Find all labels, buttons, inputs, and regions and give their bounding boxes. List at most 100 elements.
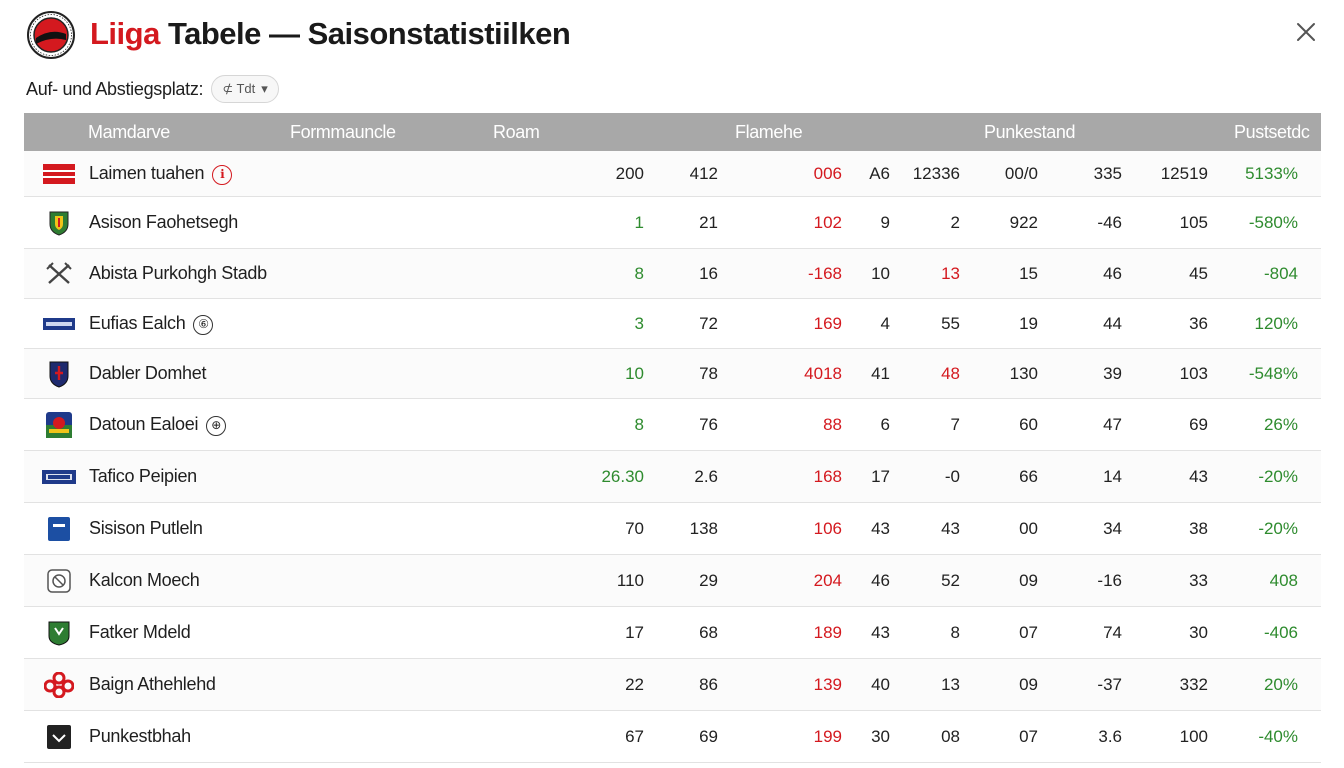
table-row[interactable]: Baign Athehlehd 22 86 139 40 13 09 -37 332 20%	[24, 659, 1321, 711]
team-name[interactable]: Abista Purkohgh Stadb	[89, 263, 267, 284]
team-name[interactable]: Eufias Ealch ⑥	[89, 313, 214, 335]
stat-cell: 26%	[1263, 415, 1298, 434]
team-name[interactable]: Kalcon Moech	[89, 570, 200, 591]
stat-cell: 13	[941, 675, 960, 694]
stat-cell: 5133%	[1245, 164, 1298, 183]
team-mark-icon: ⊕	[206, 416, 227, 436]
table-row[interactable]: Abista Purkohgh Stadb 8 16 -168 10 13 15 46 45 -8…	[24, 249, 1321, 299]
table-row[interactable]: Fatker Mdeld 17 68 189 43 8 07 74 30 -406	[24, 607, 1321, 659]
standings-table: Mamdarve Formmauncle Roam Flamehe Punkes…	[24, 113, 1321, 763]
filter-chip-text: ⊄ Tdt	[222, 81, 256, 96]
stat-cell: 1	[634, 213, 644, 232]
stat-cell: 45	[1189, 264, 1208, 283]
stat-cell: 09	[1019, 571, 1038, 590]
team-name-text: Eufias Ealch	[89, 313, 186, 333]
stat-cell: 46	[1103, 264, 1122, 283]
table-header: Mamdarve Formmauncle Roam Flamehe Punkes…	[24, 113, 1321, 151]
stat-cell: 34	[1103, 519, 1122, 538]
team-name[interactable]: Asison Faohetsegh	[89, 212, 238, 233]
stat-cell: 110	[616, 571, 644, 590]
stat-cell: 204	[813, 571, 842, 590]
column-header[interactable]: Formmauncle	[290, 122, 396, 142]
table-row[interactable]: Kalcon Moech 110 29 204 46 52 09 -16 33 408	[24, 555, 1321, 607]
stat-cell: 43	[941, 519, 960, 538]
column-header[interactable]: Roam	[493, 122, 540, 142]
close-icon[interactable]	[1292, 18, 1320, 46]
stat-cell: -16	[1097, 571, 1122, 590]
stat-cell: 189	[813, 623, 842, 642]
column-header[interactable]: Mamdarve	[88, 122, 170, 142]
stat-cell: 39	[1103, 364, 1122, 383]
filter-dropdown[interactable]: ⊄ Tdt ▾	[211, 75, 279, 103]
stat-cell: 88	[823, 415, 842, 434]
filter-label: Auf- und Abstiegsplatz:	[26, 78, 204, 99]
stat-cell: 26.30	[601, 467, 644, 486]
blue-square-icon	[42, 516, 76, 542]
stat-cell: 2	[950, 213, 960, 232]
stat-cell: 00	[1019, 519, 1038, 538]
team-name[interactable]: Sisison Putleln	[89, 518, 203, 539]
stat-cell: 2.6	[694, 467, 718, 486]
stat-cell: 17	[871, 467, 890, 486]
stat-cell: -580%	[1248, 213, 1298, 232]
team-name-text: Asison Faohetsegh	[89, 212, 238, 232]
stat-cell: 006	[813, 164, 842, 183]
navy-shield-icon	[42, 361, 76, 388]
team-name[interactable]: Baign Athehlehd	[89, 674, 216, 695]
column-header[interactable]: Pustsetdc	[1234, 122, 1310, 142]
stat-cell: -40%	[1258, 727, 1298, 746]
team-name[interactable]: Laimen tuahen ℹ	[89, 163, 233, 185]
stat-cell: 09	[1019, 675, 1038, 694]
team-name[interactable]: Dabler Domhet	[89, 363, 206, 384]
stat-cell: 4018	[804, 364, 842, 383]
stat-cell: 55	[941, 314, 960, 333]
stat-cell: 8	[950, 623, 960, 642]
stat-cell: 70	[625, 519, 644, 538]
green-badge-icon	[42, 620, 76, 646]
team-name-text: Baign Athehlehd	[89, 674, 216, 694]
stat-cell: -20%	[1258, 519, 1298, 538]
stat-cell: 74	[1103, 623, 1122, 642]
stat-cell: 13	[941, 264, 960, 283]
team-name[interactable]: Punkestbhah	[89, 726, 191, 747]
column-header[interactable]: Flamehe	[735, 122, 803, 142]
stat-cell: 106	[813, 519, 842, 538]
team-name[interactable]: Fatker Mdeld	[89, 622, 191, 643]
stat-cell: 105	[1179, 213, 1208, 232]
title-bar: Liiga Tabele — Saisonstatistiilken	[0, 0, 1344, 72]
stat-cell: 60	[1019, 415, 1038, 434]
stat-cell: 17	[625, 623, 644, 642]
stat-cell: 335	[1093, 164, 1122, 183]
stat-cell: 33	[1189, 571, 1208, 590]
column-header[interactable]: Punkestand	[984, 122, 1076, 142]
table-row[interactable]: Laimen tuahen ℹ 200 412 006 A6 12336 00/0 335 125…	[24, 151, 1321, 197]
team-name[interactable]: Tafico Peipien	[89, 466, 197, 487]
dark-square-icon	[42, 724, 76, 750]
page-title: Liiga Tabele — Saisonstatistiilken	[90, 16, 571, 52]
team-name-text: Abista Purkohgh Stadb	[89, 263, 267, 283]
stat-cell: 30	[871, 727, 890, 746]
stat-cell: 19	[1019, 314, 1038, 333]
stat-cell: 922	[1009, 213, 1038, 232]
stat-cell: 08	[941, 727, 960, 746]
stat-cell: 102	[813, 213, 842, 232]
table-row[interactable]: Datoun Ealoei ⊕ 8 76 88 6 7 60 47 69 26%	[24, 399, 1321, 451]
stat-cell: 6	[880, 415, 890, 434]
stat-cell: 7	[950, 415, 960, 434]
stat-cell: 14	[1103, 467, 1122, 486]
team-name[interactable]: Datoun Ealoei ⊕	[89, 414, 227, 436]
table-row[interactable]: Eufias Ealch ⑥ 3 72 169 4 55 19 44 36 120%	[24, 299, 1321, 349]
page-title-text: Tabele — Saisonstatistiilken	[159, 16, 571, 51]
stat-cell: 40	[871, 675, 890, 694]
stat-cell: 69	[699, 727, 718, 746]
table-body: Laimen tuahen ℹ 200 412 006 A6 12336 00/0 335 125…	[24, 151, 1321, 763]
table-row[interactable]: Tafico Peipien 26.30 2.6 168 17 -0 66 14 43 -20%	[24, 451, 1321, 503]
table-row[interactable]: Asison Faohetsegh 1 21 102 9 2 922 -46 105 -580%	[24, 197, 1321, 249]
table-row[interactable]: Sisison Putleln 70 138 106 43 43 00 34 38 -20%	[24, 503, 1321, 555]
table-row[interactable]: Punkestbhah 67 69 199 30 08 07 3.6 100 -40%	[24, 711, 1321, 763]
stat-cell: 130	[1009, 364, 1038, 383]
team-name-text: Punkestbhah	[89, 726, 191, 746]
stat-cell: 48	[941, 364, 960, 383]
stat-cell: 12336	[912, 164, 960, 183]
table-row[interactable]: Dabler Domhet 10 78 4018 41 48 130 39 103 -548%	[24, 349, 1321, 399]
